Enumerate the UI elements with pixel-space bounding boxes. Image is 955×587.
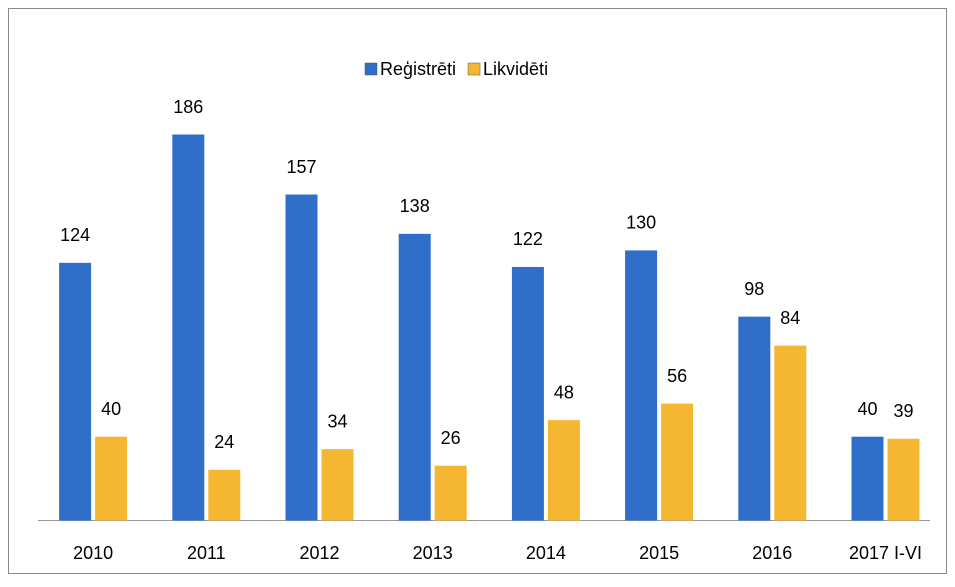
- data-label: 40: [101, 399, 121, 419]
- x-tick-label: 2012: [299, 543, 339, 563]
- x-tick-label: 2013: [413, 543, 453, 563]
- data-label: 84: [780, 308, 800, 328]
- legend-label: Likvidēti: [483, 59, 548, 79]
- x-tick-label: 2014: [526, 543, 566, 563]
- bar-shade: [511, 266, 544, 521]
- bar-shade: [285, 194, 318, 521]
- data-label: 40: [857, 399, 877, 419]
- x-tick-label: 2015: [639, 543, 679, 563]
- data-label: 124: [60, 225, 90, 245]
- legend-swatch: [467, 62, 481, 76]
- data-label: 56: [667, 366, 687, 386]
- bar-shade: [738, 316, 771, 521]
- data-label: 34: [327, 411, 347, 431]
- bar-shade: [321, 449, 354, 521]
- x-tick-label: 2011: [187, 543, 226, 563]
- data-label: 26: [441, 428, 461, 448]
- data-label: 98: [744, 279, 764, 299]
- legend-label: Reģistrēti: [380, 59, 456, 79]
- x-tick-label: 2017 I-VI: [849, 543, 922, 563]
- bar-shade: [887, 438, 920, 521]
- data-label: 48: [554, 382, 574, 402]
- bar-shade: [172, 134, 205, 521]
- x-tick-label: 2010: [73, 543, 113, 563]
- bar-shade: [59, 262, 92, 521]
- data-label: 130: [626, 213, 656, 233]
- bar-shade: [547, 420, 580, 521]
- legend-swatch: [364, 62, 378, 76]
- x-tick-label: 2016: [752, 543, 792, 563]
- bar-shade: [95, 436, 128, 521]
- data-label: 138: [400, 196, 430, 216]
- bar-shade: [774, 345, 807, 521]
- bar-shade: [625, 250, 658, 521]
- data-label: 24: [214, 432, 234, 452]
- bar-shade: [661, 403, 694, 521]
- data-label: 186: [173, 97, 203, 117]
- bar-shade: [398, 233, 431, 521]
- data-label: 122: [513, 229, 543, 249]
- bar-shade: [851, 436, 884, 521]
- bar-shade: [208, 469, 241, 521]
- data-label: 157: [286, 157, 316, 177]
- data-label: 39: [893, 401, 913, 421]
- bar-shade: [434, 465, 467, 521]
